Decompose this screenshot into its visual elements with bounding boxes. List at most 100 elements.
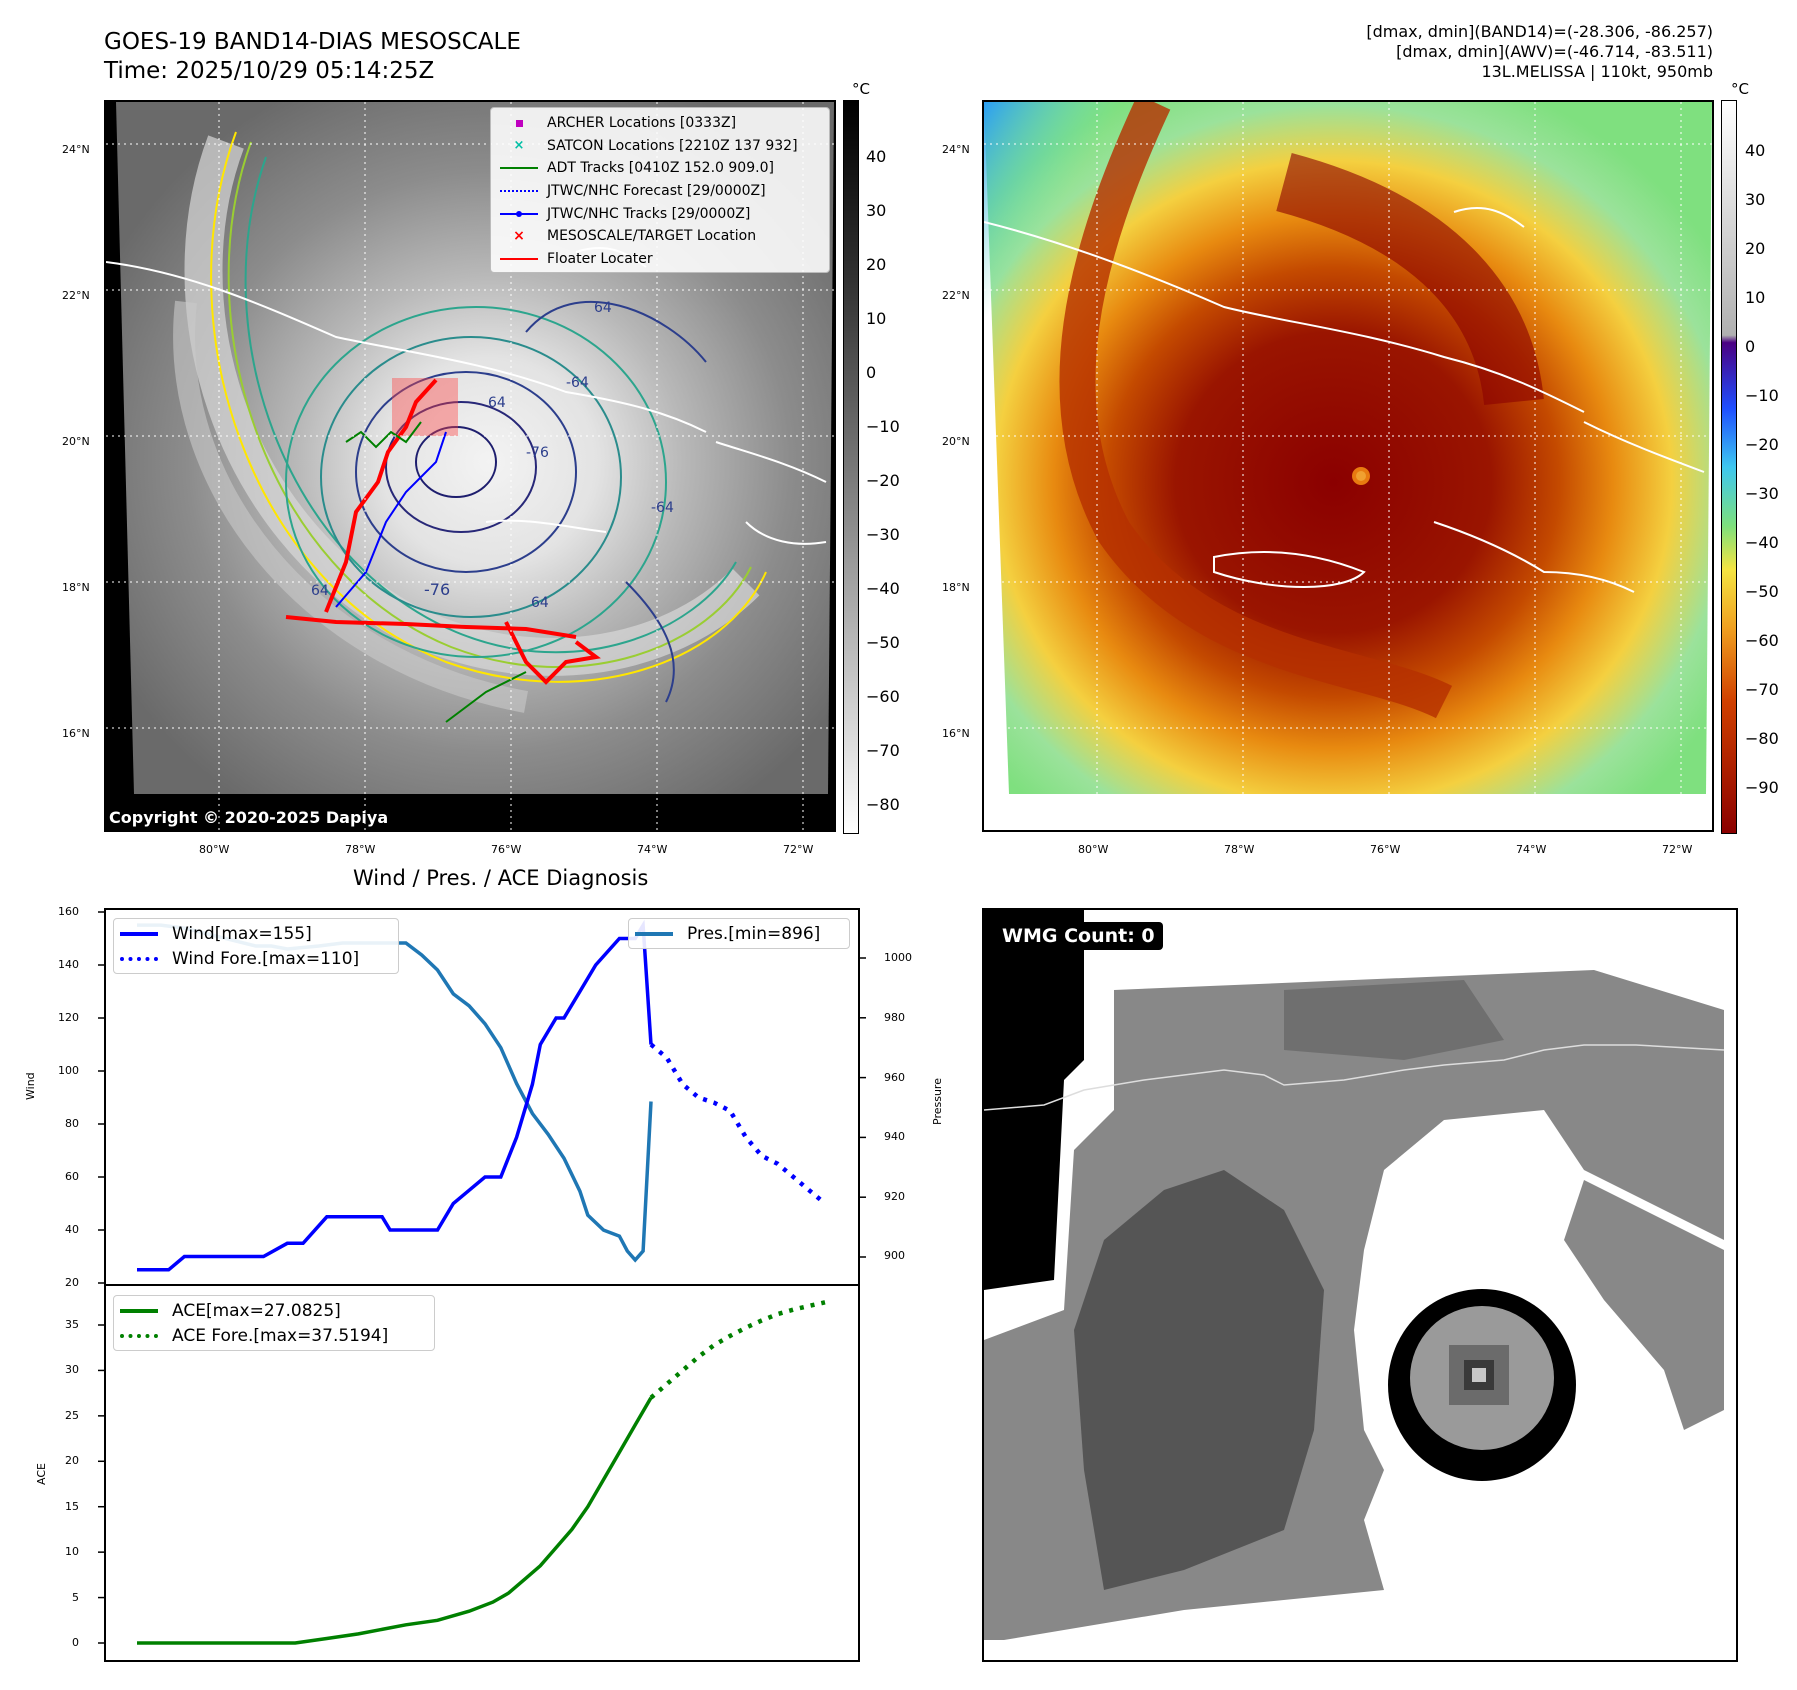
legend-entry-wind-forecast: Wind Fore.[max=110] (120, 946, 392, 971)
legend-entry-ace-forecast: ACE Fore.[max=37.5194] (120, 1323, 428, 1348)
legend-solid-line-icon (120, 931, 158, 936)
pressure-legend: Pres.[min=896] (628, 918, 850, 949)
cb-tick: 10 (866, 309, 887, 328)
legend-label: JTWC/NHC Forecast [29/0000Z] (547, 183, 766, 200)
legend-entry-floater: Floater Locater (497, 248, 823, 271)
legend-label: Floater Locater (547, 250, 653, 267)
info-line-1: [dmax, dmin](BAND14)=(-28.306, -86.257) (1366, 22, 1713, 41)
legend-entry-tracks: JTWC/NHC Tracks [29/0000Z] (497, 202, 823, 225)
legend-label: Wind[max=155] (172, 923, 312, 944)
figure-title: GOES-19 BAND14-DIAS MESOSCALE Time: 2025… (104, 28, 521, 86)
cb-tick: 40 (1745, 141, 1766, 160)
cb-tick: −90 (1745, 778, 1779, 797)
lat-label: 20°N (942, 435, 970, 448)
legend-entry-archer: ARCHER Locations [0333Z] (497, 112, 823, 135)
wind-forecast-series-line (649, 1042, 827, 1206)
title-line-2: Time: 2025/10/29 05:14:25Z (104, 58, 435, 84)
cb-tick: −40 (866, 579, 900, 598)
wind-tick: 160 (58, 905, 79, 918)
ace-tick: 30 (65, 1363, 79, 1376)
ir-color-map (982, 100, 1714, 832)
contour-label: 64 (488, 395, 506, 411)
legend-label: ADT Tracks [0410Z 152.0 909.0] (547, 160, 774, 177)
ace-tick: 35 (65, 1318, 79, 1331)
lon-label: 72°W (783, 843, 814, 856)
lat-label: 16°N (62, 727, 90, 740)
pressure-tick: 1000 (884, 951, 912, 964)
ace-legend: ACE[max=27.0825] ACE Fore.[max=37.5194] (113, 1295, 435, 1351)
wind-axis-label: Wind (24, 1072, 37, 1100)
colorbar-unit: °C (1731, 80, 1749, 98)
legend-dotted-line-icon (120, 956, 158, 961)
ace-tick: 20 (65, 1454, 79, 1467)
legend-label: SATCON Locations [2210Z 137 932] (547, 137, 798, 154)
cb-tick: −40 (1745, 533, 1779, 552)
legend-solid-line-icon (635, 931, 673, 936)
legend-line-icon (497, 161, 541, 175)
lon-label: 74°W (637, 843, 668, 856)
cb-tick: −60 (866, 687, 900, 706)
wind-tick: 60 (65, 1170, 79, 1183)
legend-label: JTWC/NHC Tracks [29/0000Z] (547, 205, 751, 222)
title-line-1: GOES-19 BAND14-DIAS MESOSCALE (104, 29, 521, 55)
legend-line-icon (497, 252, 541, 266)
ace-tick: 5 (72, 1591, 79, 1604)
ace-tick: 10 (65, 1545, 79, 1558)
ace-tick: 0 (72, 1636, 79, 1649)
cb-tick: −80 (1745, 729, 1779, 748)
cb-tick: −70 (866, 741, 900, 760)
legend-label: ARCHER Locations [0333Z] (547, 115, 737, 132)
legend-entry-target: × MESOSCALE/TARGET Location (497, 225, 823, 248)
wind-tick: 120 (58, 1011, 79, 1024)
copyright-notice: Copyright © 2020-2025 Dapiya (109, 808, 389, 827)
cb-tick: −80 (866, 795, 900, 814)
lon-label: 72°W (1662, 843, 1693, 856)
cb-tick: −60 (1745, 631, 1779, 650)
legend-x-icon: × (513, 228, 525, 245)
lat-label: 16°N (942, 727, 970, 740)
ace-forecast-series-line (649, 1300, 826, 1400)
cb-tick: −50 (1745, 582, 1779, 601)
colorbar-unit: °C (852, 80, 870, 98)
contour-label: -76 (526, 445, 549, 461)
legend-entry-satcon: × SATCON Locations [2210Z 137 932] (497, 135, 823, 158)
legend-line-dot-icon (497, 207, 541, 221)
legend-entry-pressure: Pres.[min=896] (635, 921, 843, 946)
wind-series-line (137, 919, 653, 1272)
wmg-panel: WMG Count: 0 (982, 908, 1738, 1662)
pressure-series-line (137, 923, 653, 1263)
legend-dotted-line-icon (497, 184, 541, 198)
lon-label: 74°W (1516, 843, 1547, 856)
lat-label: 20°N (62, 435, 90, 448)
lon-label: 78°W (1224, 843, 1255, 856)
cb-tick: −70 (1745, 680, 1779, 699)
wind-tick: 40 (65, 1223, 79, 1236)
wind-tick: 100 (58, 1064, 79, 1077)
lat-label: 24°N (62, 143, 90, 156)
cb-tick: −30 (866, 525, 900, 544)
lon-label: 76°W (1370, 843, 1401, 856)
cb-tick: 20 (866, 255, 887, 274)
legend-entry-adt: ADT Tracks [0410Z 152.0 909.0] (497, 157, 823, 180)
ace-tick: 15 (65, 1500, 79, 1513)
cb-tick: 40 (866, 147, 887, 166)
diagnosis-title: Wind / Pres. / ACE Diagnosis (353, 866, 649, 890)
diagnosis-chart-frame (104, 908, 860, 1662)
cb-tick: 0 (1745, 337, 1756, 356)
lat-label: 18°N (942, 581, 970, 594)
legend-square-icon (497, 116, 541, 130)
legend-entry-wind: Wind[max=155] (120, 921, 392, 946)
legend-dotted-line-icon (120, 1333, 158, 1338)
legend-label: Wind Fore.[max=110] (172, 948, 360, 969)
contour-label: -64 (566, 375, 589, 391)
figure-info: [dmax, dmin](BAND14)=(-28.306, -86.257) … (1366, 22, 1713, 82)
pressure-tick: 980 (884, 1011, 905, 1024)
lon-label: 80°W (1078, 843, 1109, 856)
cb-tick: −10 (1745, 386, 1779, 405)
lat-label: 22°N (942, 289, 970, 302)
lat-label: 18°N (62, 581, 90, 594)
legend-label: ACE Fore.[max=37.5194] (172, 1325, 389, 1346)
lat-label: 24°N (942, 143, 970, 156)
ace-tick: 25 (65, 1409, 79, 1422)
cb-tick: 0 (866, 363, 877, 382)
